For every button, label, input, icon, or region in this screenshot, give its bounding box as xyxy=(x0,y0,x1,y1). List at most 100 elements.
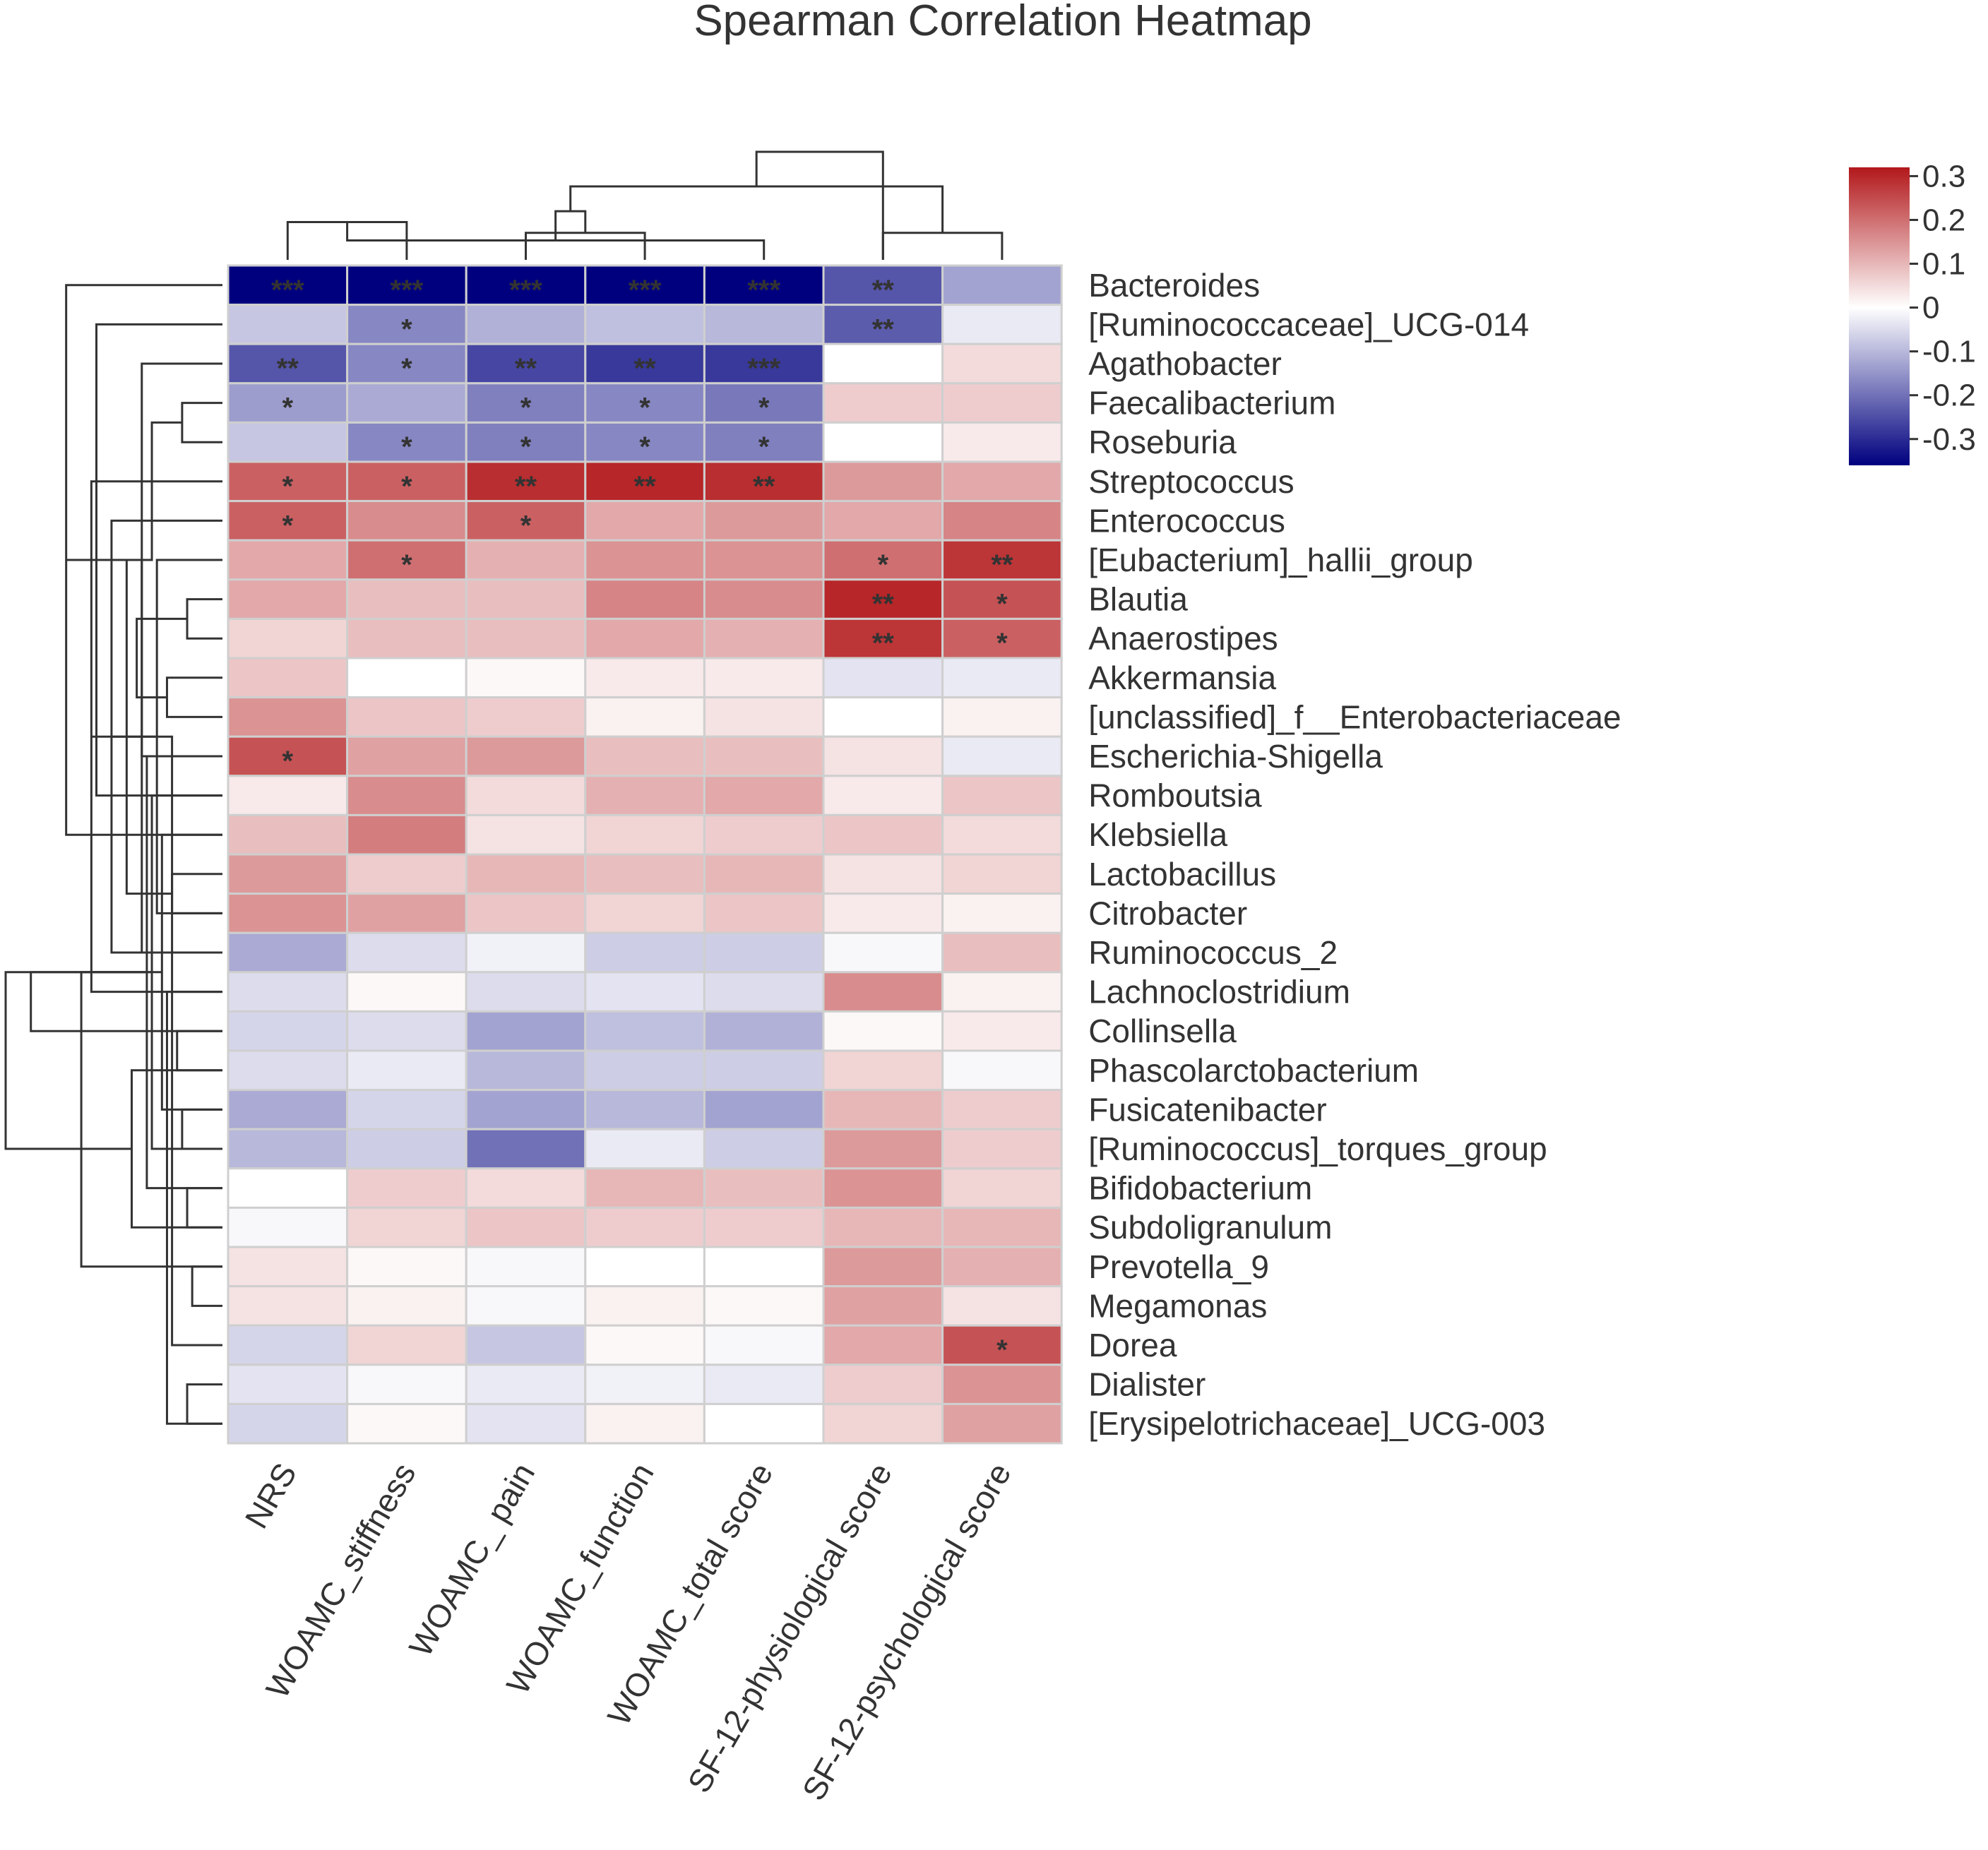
heatmap-cell xyxy=(941,1285,1063,1327)
column-dendrogram-link xyxy=(525,232,646,260)
heatmap-cell xyxy=(346,853,468,895)
heatmap-cell xyxy=(465,853,587,895)
significance-marker: * xyxy=(282,510,294,541)
heatmap-cell xyxy=(465,813,587,856)
heatmap-cell xyxy=(703,813,825,856)
significance-marker: *** xyxy=(391,275,424,306)
column-dendrogram-link xyxy=(569,185,944,233)
column-label: WOAMC_ pain xyxy=(402,1457,542,1663)
heatmap-cell xyxy=(941,1049,1063,1092)
row-dendrogram-link xyxy=(171,873,222,914)
row-label: [Erysipelotrichaceae]_UCG-003 xyxy=(1088,1405,1545,1442)
heatmap-cell xyxy=(346,1246,468,1288)
heatmap-cell xyxy=(584,1128,706,1170)
heatmap-cell xyxy=(822,1089,944,1130)
heatmap-cell xyxy=(703,342,825,385)
heatmap-cell xyxy=(346,931,468,974)
heatmap-cell xyxy=(227,1128,349,1170)
row-dendrogram-link xyxy=(165,676,222,718)
heatmap-cell xyxy=(465,1246,587,1288)
heatmap-cell xyxy=(346,500,468,542)
significance-marker: ** xyxy=(872,589,895,620)
heatmap-cell xyxy=(227,1402,349,1445)
row-label: [Ruminococcaceae]_UCG-014 xyxy=(1088,306,1529,342)
heatmap-cell xyxy=(703,1363,825,1405)
heatmap-cell xyxy=(703,657,825,699)
significance-marker: ** xyxy=(991,549,1013,580)
heatmap-cell xyxy=(465,735,587,777)
row-label: Akkermansia xyxy=(1088,660,1276,696)
heatmap-cell xyxy=(346,1206,468,1248)
row-label: Ruminococcus_2 xyxy=(1088,934,1338,971)
heatmap-cell xyxy=(822,775,944,816)
row-dendrogram-link xyxy=(4,971,147,1150)
heatmap-cell xyxy=(465,578,587,620)
row-labels: Bacteroides[Ruminococcaceae]_UCG-014Agat… xyxy=(1088,267,1621,1442)
significance-marker: * xyxy=(401,314,412,345)
row-dendrogram-link xyxy=(136,617,188,699)
heatmap-cell xyxy=(941,421,1063,463)
heatmap-cell xyxy=(346,382,468,424)
row-label: Faecalibacterium xyxy=(1088,385,1335,422)
chart-title: Spearman Correlation Heatmap xyxy=(694,0,1311,45)
heatmap-cell xyxy=(584,1206,706,1248)
heatmap-cell xyxy=(822,578,944,620)
heatmap-cell xyxy=(703,853,825,895)
heatmap-cell xyxy=(703,578,825,620)
significance-marker: * xyxy=(520,431,532,462)
significance-marker: * xyxy=(282,746,294,777)
row-label: Streptococcus xyxy=(1088,463,1294,500)
colorbar-ticks: 0.3 0.2 0.1 0 -0.1 -0.2 -0.3 xyxy=(1910,159,1976,457)
heatmap-cell xyxy=(584,304,706,345)
row-label: Lachnoclostridium xyxy=(1088,974,1350,1010)
heatmap-cell xyxy=(822,1049,944,1092)
heatmap-cell xyxy=(941,1206,1063,1248)
row-label: Lactobacillus xyxy=(1088,856,1276,893)
row-dendrogram-link xyxy=(176,1030,222,1072)
heatmap-cell xyxy=(822,500,944,542)
row-label: Klebsiella xyxy=(1088,816,1227,853)
heatmap-cell xyxy=(465,1324,587,1366)
row-label: [Eubacterium]_hallii_group xyxy=(1088,542,1473,578)
row-dendrogram-link xyxy=(30,971,222,1032)
row-label: Agathobacter xyxy=(1088,345,1282,382)
colorbar-tick-label: 0.3 xyxy=(1922,159,1965,193)
significance-marker: *** xyxy=(747,275,780,306)
heatmap-cell xyxy=(465,1128,587,1170)
heatmap-cell xyxy=(227,1324,349,1366)
heatmap-cell xyxy=(822,1402,944,1445)
heatmap-cell xyxy=(346,696,468,738)
heatmap-cell xyxy=(822,421,944,463)
row-label: Blautia xyxy=(1088,581,1188,618)
heatmap-cell xyxy=(227,931,349,974)
heatmap-cell xyxy=(465,382,587,424)
significance-marker: * xyxy=(878,549,889,580)
heatmap-cell xyxy=(227,696,349,738)
heatmap-cell xyxy=(941,1363,1063,1405)
row-label: [unclassified]_f__Enterobacteriaceae xyxy=(1088,698,1621,735)
heatmap-cell xyxy=(346,657,468,699)
colorbar-tick-label: -0.3 xyxy=(1922,422,1976,457)
heatmap-cell xyxy=(822,971,944,1013)
column-dendrogram-link xyxy=(554,210,587,241)
heatmap-cell xyxy=(584,1010,706,1052)
heatmap-cell xyxy=(822,1246,944,1288)
heatmap-cell xyxy=(227,1246,349,1288)
row-label: Escherichia-Shigella xyxy=(1088,738,1383,775)
heatmap-cell xyxy=(822,735,944,777)
heatmap-cell xyxy=(703,735,825,777)
row-label: Citrobacter xyxy=(1088,895,1247,931)
row-label: Prevotella_9 xyxy=(1088,1248,1269,1285)
heatmap-cell xyxy=(703,1010,825,1052)
heatmap-cell xyxy=(822,382,944,424)
heatmap-cell xyxy=(227,1206,349,1248)
heatmap-cell xyxy=(346,1285,468,1327)
heatmap-cell xyxy=(822,1010,944,1052)
significance-marker: ** xyxy=(277,353,299,384)
row-dendrogram-link xyxy=(66,559,172,895)
heatmap-cell xyxy=(227,1049,349,1092)
significance-marker: * xyxy=(758,393,770,424)
heatmap-cell xyxy=(465,1206,587,1248)
heatmap-cell xyxy=(346,617,468,660)
significance-marker: ** xyxy=(872,314,895,345)
